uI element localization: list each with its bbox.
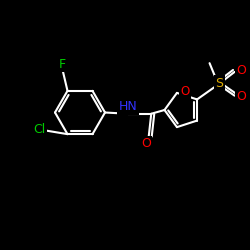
Text: O: O [180,85,190,98]
Text: Cl: Cl [33,123,46,136]
Text: O: O [236,64,246,77]
Text: F: F [59,58,66,70]
Text: O: O [236,90,246,104]
Text: O: O [141,137,151,150]
Text: HN: HN [119,100,138,113]
Text: S: S [216,77,224,90]
